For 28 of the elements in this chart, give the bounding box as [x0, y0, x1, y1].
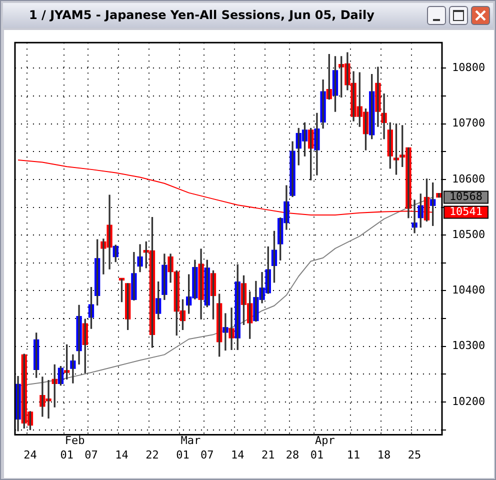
x-tick-label: 01 [60, 448, 74, 462]
x-tick-label: 18 [377, 448, 391, 462]
x-tick-label: 14 [115, 448, 129, 462]
x-tick-label: 07 [84, 448, 98, 462]
annotation: Apr [314, 434, 336, 448]
x-tick-label: 11 [346, 448, 360, 462]
x-tick-label: 28 [286, 448, 300, 462]
candlestick [436, 193, 442, 198]
annotation: Feb [64, 434, 85, 448]
y-tick-label: 10500 [452, 228, 486, 241]
x-tick-label: 14 [231, 448, 245, 462]
x-tick-label: 24 [24, 448, 38, 462]
x-tick-label: 07 [200, 448, 214, 462]
y-tick-label: 10200 [452, 394, 486, 408]
y-tick-label: 10800 [452, 61, 486, 74]
y-tick-label: 10300 [452, 339, 486, 352]
data-label: 10541 [449, 205, 483, 218]
annotation: Mar [180, 434, 201, 448]
x-tick-label: 21 [262, 448, 275, 462]
x-tick-label: 22 [146, 448, 159, 462]
x-tick-label: 01 [310, 448, 324, 462]
chart-title: 1 / JYAM5 - Japanese Yen-All Sessions, Jun 05, Daily [29, 8, 374, 22]
y-tick-label: 10400 [452, 284, 486, 297]
y-tick-label: 10700 [452, 116, 486, 130]
x-tick-label: 25 [408, 448, 422, 462]
x-tick-label: 01 [176, 448, 190, 462]
y-tick-label: 10600 [452, 172, 486, 186]
data-label: 10568 [449, 190, 483, 204]
